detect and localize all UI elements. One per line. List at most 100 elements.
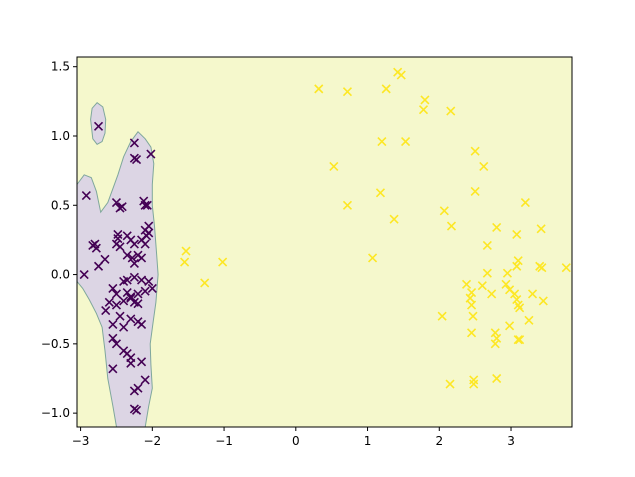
class-0-point bbox=[117, 202, 127, 212]
x-tick-label: 2 bbox=[435, 434, 443, 448]
y-axis-ticks: −1.0 −0.5 0.0 0.5 1.0 1.5 bbox=[41, 60, 77, 420]
class-0-point bbox=[122, 275, 132, 285]
class-0-point bbox=[111, 289, 122, 299]
class-1-point bbox=[468, 311, 478, 321]
class-1-point bbox=[561, 263, 571, 273]
class-1-point bbox=[470, 186, 480, 196]
class-1-point bbox=[512, 294, 522, 305]
class-1-point bbox=[466, 328, 477, 338]
class-1-point bbox=[389, 214, 399, 224]
class-1-point bbox=[469, 379, 479, 389]
class-0-point bbox=[129, 138, 139, 148]
x-tick-label: 1 bbox=[364, 434, 372, 448]
x-tick-label: 3 bbox=[507, 434, 515, 448]
class-1-point bbox=[515, 303, 525, 313]
class-1-point bbox=[501, 279, 511, 289]
class-0-point bbox=[79, 270, 89, 280]
class-1-point bbox=[515, 335, 525, 345]
class-1-point bbox=[469, 375, 479, 385]
class-0-point bbox=[126, 292, 136, 302]
class-0-region-main bbox=[76, 131, 159, 428]
class-1-point bbox=[524, 315, 534, 325]
class-1-point bbox=[418, 105, 429, 115]
y-tick-label: −0.5 bbox=[41, 337, 70, 351]
class-0-point bbox=[131, 154, 142, 165]
class-0-point bbox=[113, 229, 123, 239]
data-markers bbox=[79, 67, 571, 415]
x-axis-ticks: −3 −2 −1 0 1 2 3 bbox=[72, 427, 515, 448]
class-0-point bbox=[146, 149, 156, 159]
class-1-point bbox=[420, 95, 430, 105]
class-1-point bbox=[510, 289, 520, 299]
class-0-point bbox=[108, 333, 118, 343]
class-1-point bbox=[492, 373, 502, 384]
class-1-point bbox=[513, 256, 523, 266]
class-1-point bbox=[446, 106, 456, 116]
class-0-point bbox=[144, 276, 154, 287]
class-0-point bbox=[93, 261, 104, 271]
class-1-point bbox=[520, 197, 530, 208]
class-1-point bbox=[329, 161, 339, 172]
class-0-point bbox=[108, 283, 118, 293]
axes-frame bbox=[76, 56, 573, 428]
class-1-point bbox=[492, 222, 502, 233]
y-tick-label: 0.0 bbox=[51, 268, 70, 282]
plot-frame bbox=[76, 56, 573, 428]
class-1-point bbox=[482, 240, 492, 251]
class-1-point bbox=[218, 257, 228, 267]
class-1-point bbox=[439, 206, 449, 216]
class-1-point bbox=[527, 289, 538, 299]
x-tick-label: −1 bbox=[215, 434, 233, 448]
class-0-point bbox=[104, 297, 114, 307]
class-1-point bbox=[465, 293, 475, 303]
class-0-point bbox=[133, 299, 143, 309]
decision-regions bbox=[76, 102, 159, 428]
class-0-point bbox=[126, 314, 136, 324]
plot-background bbox=[77, 57, 572, 427]
class-0-point bbox=[147, 283, 157, 293]
class-1-point bbox=[461, 279, 472, 289]
class-0-point bbox=[142, 200, 152, 210]
class-1-point bbox=[342, 87, 353, 97]
class-1-point bbox=[446, 221, 457, 231]
class-1-point bbox=[396, 70, 406, 80]
class-0-point bbox=[133, 289, 143, 299]
x-tick-label: −3 bbox=[72, 434, 90, 448]
class-1-point bbox=[466, 300, 477, 310]
class-0-point bbox=[81, 191, 91, 201]
class-1-point bbox=[537, 263, 547, 273]
class-1-point bbox=[381, 84, 391, 94]
class-1-point bbox=[536, 224, 546, 234]
class-1-point bbox=[479, 161, 489, 172]
class-1-point bbox=[487, 289, 497, 299]
class-1-point bbox=[400, 136, 411, 147]
class-0-point bbox=[111, 197, 122, 208]
class-1-point bbox=[445, 379, 455, 389]
class-0-point bbox=[129, 258, 139, 269]
class-1-point bbox=[513, 335, 523, 345]
class-0-point bbox=[136, 357, 147, 367]
class-1-point bbox=[375, 188, 386, 198]
class-0-point bbox=[119, 322, 129, 332]
class-0-point bbox=[111, 339, 122, 349]
class-0-region-island bbox=[90, 102, 107, 145]
class-0-point bbox=[136, 319, 147, 330]
class-0-point bbox=[126, 358, 136, 368]
class-0-point bbox=[119, 296, 129, 306]
class-0-point bbox=[129, 386, 139, 396]
class-1-point bbox=[482, 268, 492, 278]
class-0-point bbox=[93, 121, 104, 131]
y-tick-label: −1.0 bbox=[41, 406, 70, 420]
class-1-point bbox=[490, 328, 500, 338]
class-1-point bbox=[314, 84, 324, 94]
class-0-point bbox=[113, 233, 123, 244]
class-1-point bbox=[180, 257, 190, 267]
y-tick-label: 0.5 bbox=[51, 198, 70, 212]
class-0-point bbox=[133, 250, 143, 260]
class-0-point bbox=[115, 311, 125, 321]
y-tick-label: 1.0 bbox=[51, 129, 70, 143]
class-0-point bbox=[140, 375, 150, 385]
class-0-point bbox=[108, 319, 118, 330]
class-0-point bbox=[127, 253, 137, 263]
class-0-point bbox=[100, 254, 110, 264]
